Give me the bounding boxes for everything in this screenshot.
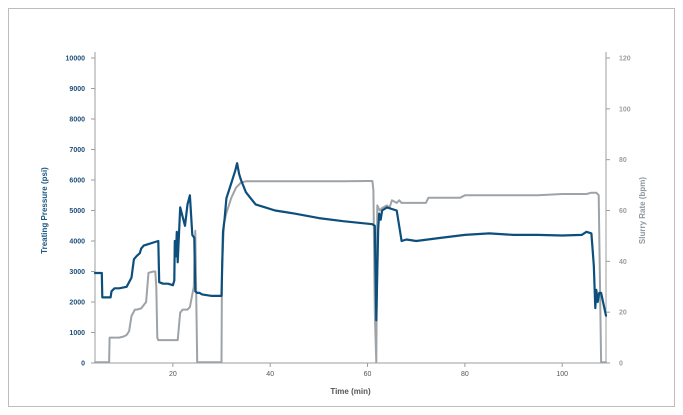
x-tick-label: 20 xyxy=(169,371,177,378)
series-layer xyxy=(93,162,608,364)
right-axis-title: Slurry Rate (bpm) xyxy=(638,177,647,244)
treating-pressure-line xyxy=(93,162,608,322)
left-axis-title: Treating Pressure (psi) xyxy=(40,167,49,254)
left-y-tick-label: 3000 xyxy=(69,269,85,276)
left-y-tick-label: 7000 xyxy=(69,147,85,154)
right-y-tick-label: 80 xyxy=(619,157,627,164)
left-y-tick-label: 2000 xyxy=(69,300,85,307)
left-y-ticks: 0 1000 2000 3000 4000 5000 6000 7000 8000 9000 100… xyxy=(66,56,95,368)
right-y-tick-label: 100 xyxy=(619,106,631,113)
left-y-tick-label: 1000 xyxy=(69,330,85,337)
left-y-tick-label: 6000 xyxy=(69,178,85,185)
x-tick-label: 80 xyxy=(461,371,469,378)
right-y-ticks: 0 20 40 60 80 100 120 xyxy=(606,56,631,368)
x-tick-label: 40 xyxy=(266,371,274,378)
left-y-tick-label: 0 xyxy=(81,361,85,368)
left-y-tick-label: 8000 xyxy=(69,117,85,124)
right-y-tick-label: 0 xyxy=(619,361,623,368)
x-ticks: 20 40 60 80 100 xyxy=(169,363,568,378)
slurry-rate-line xyxy=(94,180,607,364)
left-y-tick-label: 5000 xyxy=(69,208,85,215)
right-y-tick-label: 120 xyxy=(619,56,631,63)
right-y-tick-label: 20 xyxy=(619,310,627,317)
pressure-rate-chart: 0100020003000400050006000700080009000100… xyxy=(40,52,647,396)
axes xyxy=(94,52,607,364)
left-y-tick-label: 9000 xyxy=(69,86,85,93)
x-tick-label: 60 xyxy=(364,371,372,378)
x-tick-label: 100 xyxy=(556,371,568,378)
left-y-tick-label: 10000 xyxy=(66,56,86,63)
right-y-tick-label: 60 xyxy=(619,208,627,215)
x-axis-title: Time (min) xyxy=(330,387,371,396)
chart-frame: 0 1000 2000 3000 4000 5000 6000 7000 8000 9000 100… xyxy=(8,8,675,407)
left-y-tick-label: 4000 xyxy=(69,239,85,246)
right-y-tick-label: 40 xyxy=(619,259,627,266)
